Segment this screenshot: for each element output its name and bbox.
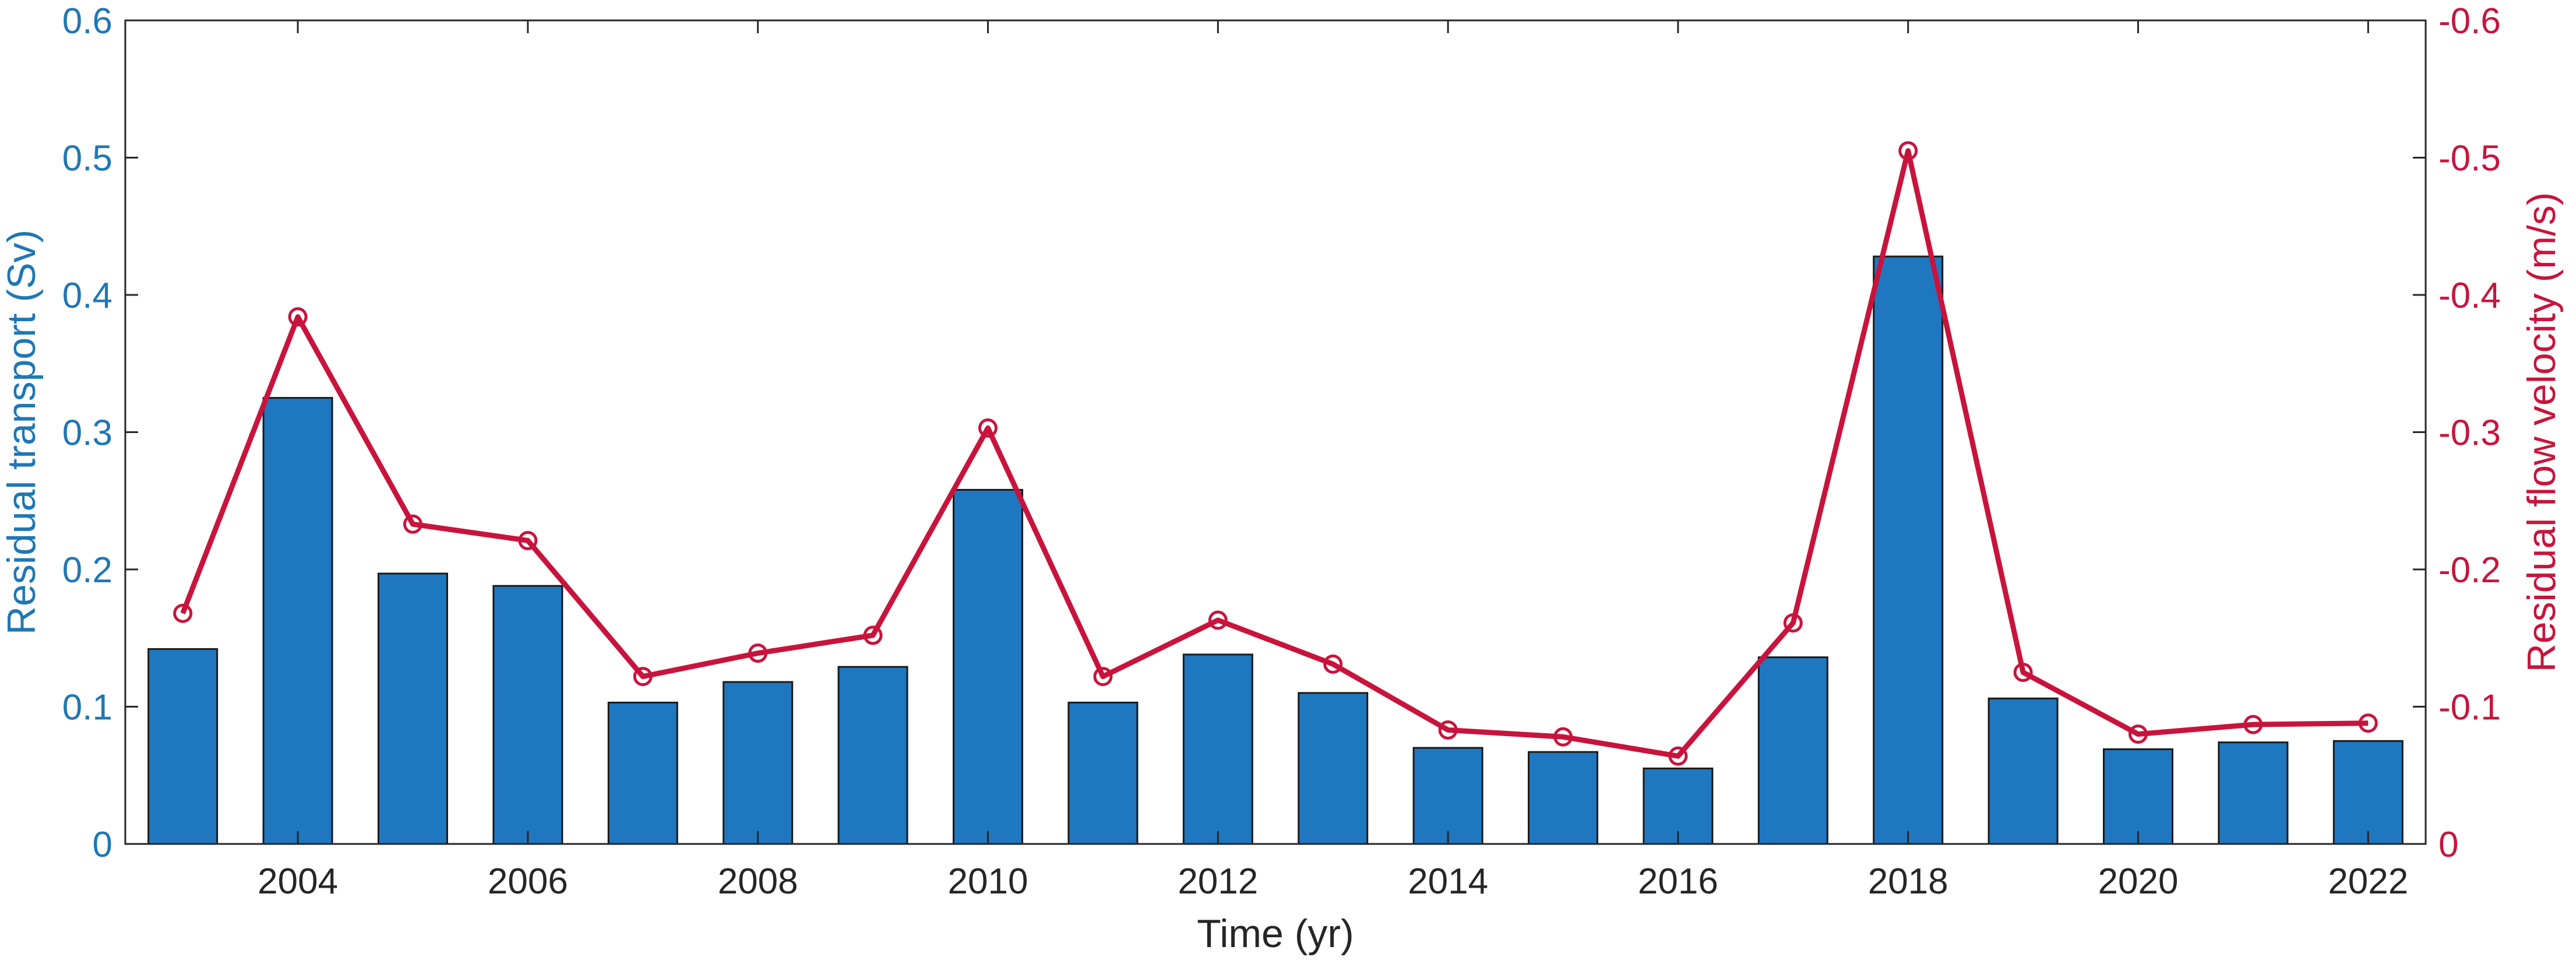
transport-bar-2011	[1067, 701, 1139, 845]
right-tick-label: -0.2	[2438, 550, 2501, 590]
transport-bar-2008	[723, 681, 794, 845]
velocity-point-2015	[1553, 727, 1573, 747]
transport-bar-2012	[1182, 653, 1253, 845]
left-tick-label: 0.4	[62, 276, 112, 316]
right-tick-label: -0.3	[2438, 413, 2501, 453]
transport-bar-2020	[2103, 748, 2173, 845]
bar-series	[147, 255, 2404, 845]
transport-bar-2022	[2332, 740, 2404, 845]
velocity-point-2008	[748, 643, 768, 663]
x-tick-label: 2012	[1178, 861, 1258, 902]
left-axis: 0 0.1 0.2 0.3 0.4 0.5 0.6	[62, 1, 138, 865]
transport-bar-2009	[837, 666, 908, 845]
transport-bar-2018	[1873, 255, 1944, 845]
right-tick-label: -0.5	[2438, 139, 2501, 179]
x-axis-label: Time (yr)	[1197, 912, 1354, 956]
transport-bar-2015	[1528, 751, 1598, 845]
x-tick-label: 2006	[488, 861, 568, 902]
velocity-point-2022	[2358, 713, 2378, 733]
right-tick-label: 0	[2438, 825, 2458, 865]
transport-bar-2005	[378, 572, 448, 845]
transport-bar-2017	[1757, 656, 1828, 845]
right-axis: 0 -0.1 -0.2 -0.3 -0.4 -0.5 -0.6	[2413, 1, 2501, 865]
velocity-point-2011	[1093, 667, 1113, 687]
left-tick-label: 0.1	[62, 688, 112, 728]
left-tick-label: 0.2	[62, 550, 112, 590]
x-tick-label: 2014	[1408, 861, 1488, 902]
velocity-point-2013	[1323, 654, 1343, 674]
velocity-point-2019	[2013, 663, 2033, 682]
transport-bar-2019	[1987, 697, 2059, 845]
right-tick-label: -0.6	[2438, 1, 2501, 41]
transport-bar-2010	[953, 488, 1023, 845]
velocity-series	[173, 141, 2378, 766]
x-tick-label: 2010	[948, 861, 1028, 902]
left-tick-label: 0	[93, 825, 112, 865]
right-tick-label: -0.4	[2438, 276, 2501, 316]
transport-bar-2003	[147, 648, 219, 845]
velocity-point-2006	[518, 531, 538, 551]
right-axis-label: Residual flow velocity (m/s)	[2519, 192, 2564, 673]
velocity-point-2012	[1208, 610, 1228, 630]
left-tick-label: 0.6	[62, 1, 112, 41]
transport-bar-2021	[2218, 741, 2289, 845]
velocity-point-2003	[173, 603, 193, 623]
transport-bar-2006	[492, 585, 563, 845]
transport-bar-2007	[607, 701, 678, 845]
x-tick-label: 2004	[258, 861, 338, 902]
x-tick-label: 2008	[718, 861, 798, 902]
velocity-point-2018	[1898, 141, 1918, 161]
velocity-point-2004	[288, 307, 308, 327]
velocity-point-2017	[1783, 613, 1803, 633]
velocity-point-2021	[2243, 715, 2263, 734]
plot-frame	[124, 19, 2427, 845]
left-axis-label: Residual transport (Sv)	[0, 230, 44, 635]
right-tick-label: -0.1	[2438, 688, 2501, 728]
x-tick-label: 2022	[2328, 861, 2408, 902]
velocity-point-2010	[978, 418, 998, 438]
velocity-point-2020	[2129, 724, 2148, 744]
velocity-point-2005	[403, 514, 422, 534]
x-tick-label: 2016	[1638, 861, 1718, 902]
transport-bar-2004	[262, 397, 333, 845]
x-tick-label: 2020	[2098, 861, 2179, 902]
transport-bar-2014	[1412, 747, 1483, 845]
velocity-point-2014	[1438, 720, 1458, 740]
velocity-point-2007	[633, 667, 653, 687]
left-tick-label: 0.5	[62, 139, 112, 179]
velocity-point-2016	[1668, 746, 1688, 766]
x-axis: 2004 2006 2008 2010 2012 2014 2016 2018 2020 2022	[258, 20, 2408, 902]
x-tick-label: 2018	[1868, 861, 1948, 902]
left-tick-label: 0.3	[62, 413, 112, 453]
velocity-line	[180, 148, 2369, 759]
transport-bar-2013	[1298, 692, 1369, 845]
velocity-point-2009	[863, 625, 883, 645]
